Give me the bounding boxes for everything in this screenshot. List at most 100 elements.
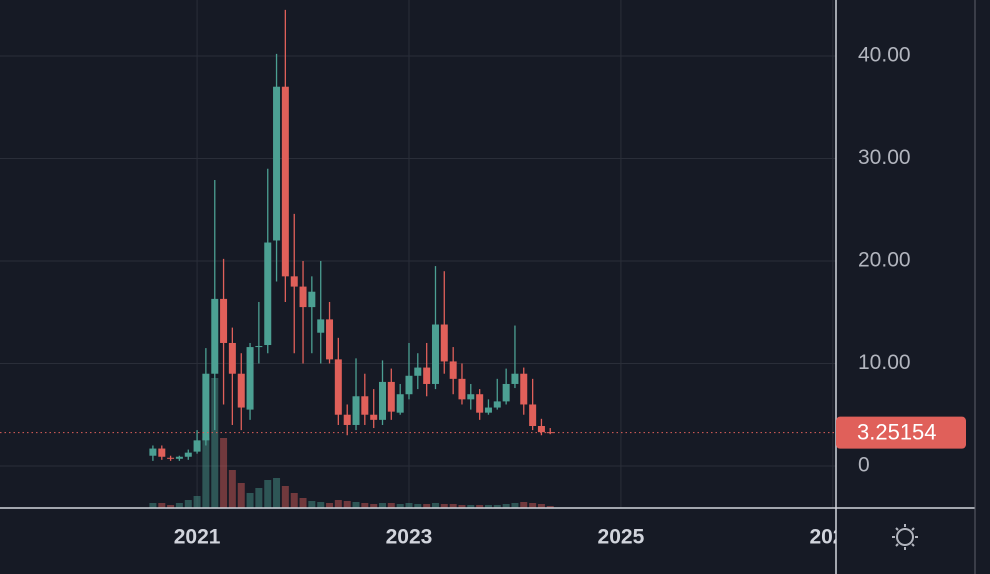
y-tick-label: 10.00 bbox=[858, 351, 911, 374]
y-tick-label: 20.00 bbox=[858, 249, 911, 272]
volume-bar bbox=[440, 504, 448, 508]
candle-body bbox=[264, 242, 272, 346]
volume-bar bbox=[158, 503, 166, 508]
candle-body bbox=[493, 401, 501, 408]
last-price-badge bbox=[836, 416, 966, 449]
candle-body bbox=[326, 319, 334, 360]
candle-body bbox=[184, 452, 192, 457]
volume-bar bbox=[537, 504, 545, 508]
candle-body bbox=[414, 367, 422, 376]
volume-bar bbox=[529, 503, 537, 508]
volume-bar bbox=[193, 496, 201, 508]
candle-body bbox=[299, 286, 307, 308]
candle-body bbox=[423, 367, 431, 384]
volume-bar bbox=[273, 478, 281, 508]
volume-bar bbox=[423, 504, 431, 508]
volume-bar bbox=[237, 483, 245, 508]
volume-bar bbox=[493, 505, 501, 508]
candle-body bbox=[449, 361, 457, 379]
volume-bar bbox=[202, 438, 210, 508]
candle-body bbox=[396, 394, 404, 413]
candle-body bbox=[228, 342, 236, 374]
volume-bar bbox=[184, 500, 192, 508]
volume-bar bbox=[308, 501, 316, 508]
candle-body bbox=[361, 396, 369, 415]
candle-body bbox=[484, 407, 492, 413]
candle-body bbox=[387, 381, 395, 412]
candle-body bbox=[511, 373, 519, 384]
volume-bar bbox=[149, 503, 157, 508]
volume-bar bbox=[343, 501, 351, 508]
candle-body bbox=[273, 86, 281, 241]
volume-bar bbox=[361, 503, 369, 508]
candle-body bbox=[246, 347, 254, 410]
volume-bar bbox=[414, 504, 422, 508]
volume-bar bbox=[299, 498, 307, 508]
candle-body bbox=[167, 457, 175, 459]
volume-bar bbox=[175, 503, 183, 508]
volume-bar bbox=[396, 504, 404, 508]
volume-bar bbox=[334, 500, 342, 508]
candle-body bbox=[467, 394, 475, 400]
candle-body bbox=[520, 373, 528, 405]
settings-button[interactable] bbox=[892, 524, 918, 550]
candle-body bbox=[237, 373, 245, 408]
volume-bar bbox=[379, 503, 387, 508]
candle-body bbox=[529, 404, 537, 426]
volume-bar bbox=[511, 503, 519, 508]
volume-bar bbox=[458, 505, 466, 508]
candle-body bbox=[334, 359, 342, 415]
x-tick-label: 2025 bbox=[598, 526, 645, 549]
candle-body bbox=[343, 414, 351, 425]
x-tick-label: 2021 bbox=[174, 526, 221, 549]
volume-bar bbox=[502, 504, 510, 508]
grid bbox=[0, 0, 836, 508]
candle-body bbox=[458, 378, 466, 400]
volume-bar bbox=[352, 502, 360, 508]
candle-body bbox=[440, 324, 448, 362]
y-axis: 0 10.00 20.00 30.00 40.00 bbox=[858, 44, 911, 477]
volume-bar bbox=[255, 488, 263, 508]
volume-bar bbox=[405, 503, 413, 508]
y-tick-label: 40.00 bbox=[858, 44, 911, 67]
y-tick-label: 30.00 bbox=[858, 146, 911, 169]
candle-body bbox=[537, 425, 545, 433]
candle-body bbox=[202, 373, 210, 441]
volume-bar bbox=[211, 378, 219, 508]
candle-body bbox=[317, 319, 325, 333]
volume-bar bbox=[387, 503, 395, 508]
candle-body bbox=[193, 440, 201, 452]
candle-body bbox=[431, 324, 439, 384]
volume-bar bbox=[317, 502, 325, 508]
volume-bar bbox=[520, 502, 528, 508]
candle-body bbox=[220, 298, 228, 343]
volume-bar bbox=[546, 506, 554, 508]
volume-bar bbox=[484, 505, 492, 508]
x-axis: 2021 2023 2025 2027 bbox=[174, 526, 836, 549]
volume-bar bbox=[467, 505, 475, 508]
volume-bar bbox=[228, 470, 236, 508]
candle-body bbox=[502, 383, 510, 402]
volume-bar bbox=[290, 493, 298, 508]
volume-bar bbox=[476, 505, 484, 508]
candle-body bbox=[379, 381, 387, 420]
candle-body bbox=[149, 448, 157, 456]
volume-bar bbox=[167, 505, 175, 508]
volume-layer bbox=[149, 378, 554, 508]
y-tick-label: 0 bbox=[858, 454, 870, 477]
candle-body bbox=[211, 298, 219, 374]
volume-bar bbox=[431, 503, 439, 508]
candle-body bbox=[370, 414, 378, 420]
candle-body bbox=[255, 346, 263, 348]
candle-body bbox=[281, 86, 289, 277]
last-price: 3.25154 bbox=[0, 416, 966, 449]
volume-bar bbox=[281, 486, 289, 508]
volume-bar bbox=[370, 504, 378, 508]
volume-bar bbox=[246, 493, 254, 508]
candle-body bbox=[175, 456, 183, 459]
candle-body bbox=[352, 396, 360, 425]
candle-layer bbox=[149, 9, 554, 461]
candle-body bbox=[476, 394, 484, 413]
